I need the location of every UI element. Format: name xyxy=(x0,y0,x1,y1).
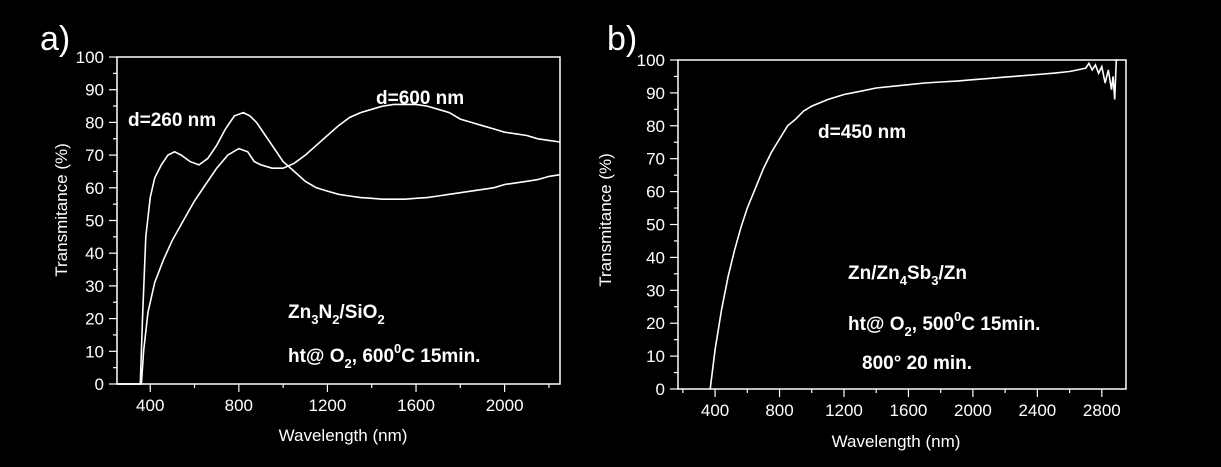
panel-b: b) 400 800 1200 1600 2000 2400 2800 0 10 20 30 40 5… xyxy=(596,20,1127,451)
panel-a-x-tick-label: 2000 xyxy=(486,396,524,415)
panel-a-series-2-line xyxy=(117,103,561,385)
panel-b-y-tick-label: 30 xyxy=(646,281,665,300)
panel-b-y-tick-label: 50 xyxy=(646,216,665,235)
panel-b-curves xyxy=(709,59,1118,390)
panel-a-y-tick-label: 60 xyxy=(85,179,104,198)
panel-a-y-tick-label: 10 xyxy=(85,342,104,361)
panel-a-x-axis-label: Wavelength (nm) xyxy=(279,426,408,445)
panel-b-sample-label: Zn/Zn4Sb3/Zn xyxy=(848,263,967,288)
panel-b-frame xyxy=(677,59,1127,390)
panel-a-x-tick-label: 400 xyxy=(136,396,164,415)
panel-a-x-tick-label: 1200 xyxy=(309,396,347,415)
panel-a-y-tick-label: 30 xyxy=(85,277,104,296)
panel-a-d260-label: d=260 nm xyxy=(128,110,216,131)
panel-a-y-tick-label: 50 xyxy=(85,212,104,231)
panel-a-y-ticks: 0 10 20 30 40 50 60 70 80 90 100 xyxy=(76,48,117,394)
panel-b-y-tick-label: 10 xyxy=(646,347,665,366)
panel-b-x-tick-label: 2000 xyxy=(954,401,992,420)
panel-a-label: a) xyxy=(40,20,70,58)
panel-b-treatment-label-2: 800° 20 min. xyxy=(862,353,972,374)
panel-b-y-axis-label: Transmitance (%) xyxy=(596,153,615,287)
panel-b-label: b) xyxy=(607,20,637,58)
panel-a-d600-label: d=600 nm xyxy=(376,88,464,109)
panel-b-y-tick-label: 60 xyxy=(646,183,665,202)
panel-a-y-tick-label: 80 xyxy=(85,113,104,132)
panel-b-x-tick-label: 400 xyxy=(701,401,729,420)
panel-b-x-tick-label: 800 xyxy=(765,401,793,420)
panel-b-y-ticks: 0 10 20 30 40 50 60 70 80 90 100 xyxy=(637,51,678,399)
panel-b-y-tick-label: 100 xyxy=(637,51,665,70)
panel-a-y-tick-label: 90 xyxy=(85,81,104,100)
panel-b-x-tick-label: 1200 xyxy=(825,401,863,420)
panel-a-x-tick-label: 800 xyxy=(225,396,253,415)
panel-b-x-axis-label: Wavelength (nm) xyxy=(832,432,961,451)
panel-a-curves xyxy=(117,103,561,385)
panel-a-y-tick-label: 40 xyxy=(85,244,104,263)
panel-b-y-tick-label: 80 xyxy=(646,117,665,136)
panel-a-series-1-line xyxy=(117,111,561,385)
panel-b-y-tick-label: 90 xyxy=(646,84,665,103)
panel-b-y-tick-label: 0 xyxy=(656,380,665,399)
panel-b-treatment-label: ht@ O2, 5000C 15min. xyxy=(848,309,1040,339)
panel-b-d450-label: d=450 nm xyxy=(818,122,906,143)
panel-b-y-tick-label: 40 xyxy=(646,248,665,267)
panel-b-x-tick-label: 2800 xyxy=(1083,401,1121,420)
panel-a-y-tick-label: 0 xyxy=(95,375,104,394)
panel-a: a) 400 800 1200 1600 2000 0 10 20 30 40 50 60 70 80 9… xyxy=(40,20,561,445)
panel-a-treatment-label: ht@ O2, 6000C 15min. xyxy=(288,341,480,371)
panel-b-series-1-line xyxy=(709,59,1118,390)
panel-a-y-tick-label: 100 xyxy=(76,48,104,67)
panel-b-x-tick-label: 1600 xyxy=(890,401,928,420)
panel-a-y-tick-label: 70 xyxy=(85,146,104,165)
panel-b-x-tick-label: 2400 xyxy=(1018,401,1056,420)
panel-a-x-tick-label: 1600 xyxy=(397,396,435,415)
panel-b-x-ticks: 400 800 1200 1600 2000 2400 2800 xyxy=(682,389,1121,420)
panel-a-y-axis-label: Transmitance (%) xyxy=(52,143,71,277)
panel-a-x-ticks: 400 800 1200 1600 2000 xyxy=(136,384,550,415)
panel-b-y-tick-label: 20 xyxy=(646,314,665,333)
panel-a-y-tick-label: 20 xyxy=(85,310,104,329)
panel-b-y-tick-label: 70 xyxy=(646,150,665,169)
panel-a-sample-label: Zn3N2/SiO2 xyxy=(288,302,385,327)
